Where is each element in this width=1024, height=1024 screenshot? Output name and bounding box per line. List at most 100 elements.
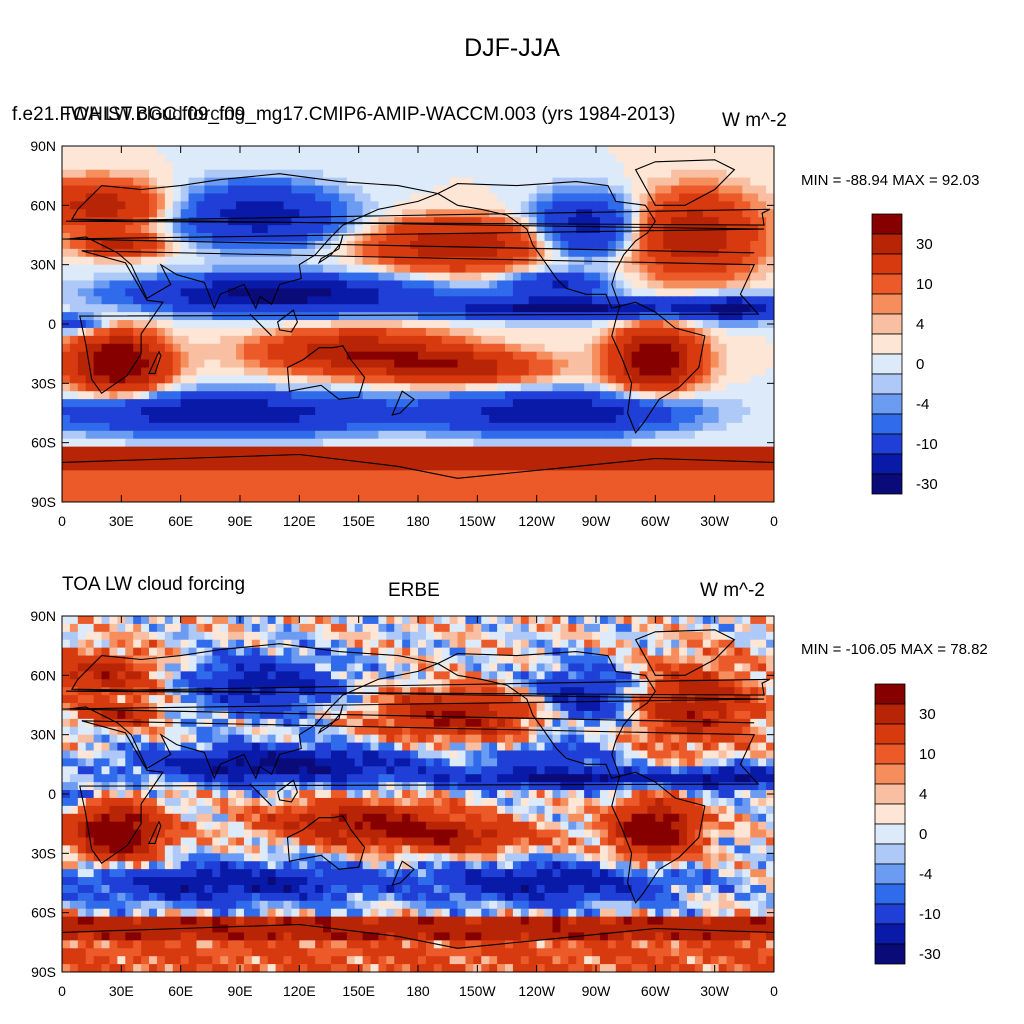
x-tick-label: 30E — [109, 513, 134, 529]
field-cell — [497, 375, 506, 384]
field-cell — [220, 623, 229, 633]
field-cell — [702, 240, 712, 250]
field-cell — [647, 177, 656, 187]
field-cell — [718, 663, 728, 672]
field-cell — [734, 391, 743, 400]
field-cell — [386, 367, 395, 377]
field-cell — [536, 655, 546, 665]
field-cell — [156, 177, 166, 187]
field-cell — [623, 639, 633, 649]
field-cell — [663, 616, 672, 625]
field-cell — [584, 359, 593, 369]
field-cell — [283, 478, 293, 487]
field-cell — [512, 391, 522, 400]
field-cell — [180, 494, 190, 502]
field-cell — [141, 153, 150, 163]
field-cell — [93, 280, 103, 289]
field-cell — [592, 343, 601, 353]
field-cell — [196, 335, 205, 345]
field-cell — [560, 486, 569, 495]
field-cell — [299, 201, 308, 210]
field-cell — [267, 288, 277, 297]
field-cell — [156, 146, 166, 155]
field-cell — [188, 446, 198, 456]
panel2-field — [62, 616, 774, 972]
field-cell — [125, 193, 134, 202]
field-cell — [671, 470, 680, 479]
field-cell — [734, 217, 743, 226]
field-cell — [750, 161, 759, 171]
field-cell — [639, 359, 649, 369]
coastline — [317, 234, 344, 265]
field-cell — [172, 351, 182, 361]
field-cell — [615, 312, 625, 321]
field-cell — [655, 623, 664, 633]
field-cell — [402, 193, 411, 202]
field-cell — [386, 422, 395, 432]
field-cell — [330, 462, 340, 471]
field-cell — [220, 391, 229, 400]
field-cell — [694, 161, 704, 171]
field-cell — [505, 391, 514, 400]
field-cell — [536, 296, 546, 305]
field-cell — [149, 422, 158, 432]
field-cell — [686, 623, 696, 633]
field-cell — [568, 470, 577, 479]
field-cell — [766, 280, 774, 289]
field-cell — [702, 312, 712, 321]
field-cell — [536, 478, 546, 487]
field-cell — [615, 407, 625, 416]
field-cell — [528, 217, 538, 226]
field-cell — [655, 359, 664, 369]
field-cell — [528, 623, 538, 633]
field-cell — [370, 209, 380, 218]
field-cell — [726, 391, 736, 400]
field-cell — [172, 320, 182, 329]
field-cell — [528, 470, 538, 479]
field-cell — [512, 359, 522, 369]
field-cell — [425, 422, 435, 432]
field-cell — [560, 414, 569, 424]
field-cell — [330, 343, 340, 353]
field-cell — [267, 343, 277, 353]
field-cell — [639, 454, 649, 464]
field-cell — [552, 631, 561, 641]
field-cell — [315, 177, 324, 187]
field-cell — [251, 240, 261, 250]
field-cell — [655, 679, 664, 688]
field-cell — [505, 647, 514, 657]
field-cell — [77, 407, 87, 416]
field-cell — [441, 399, 451, 408]
field-cell — [734, 248, 743, 258]
field-cell — [663, 655, 672, 665]
field-cell — [275, 383, 285, 392]
field-cell — [489, 422, 498, 432]
field-cell — [489, 343, 498, 353]
field-cell — [742, 616, 751, 625]
field-cell — [599, 414, 609, 424]
field-cell — [212, 655, 221, 665]
field-cell — [607, 616, 617, 625]
field-cell — [62, 153, 71, 163]
field-cell — [512, 335, 522, 345]
field-cell — [109, 327, 118, 337]
field-cell — [473, 327, 482, 337]
field-cell — [338, 153, 348, 163]
field-cell — [671, 462, 680, 471]
field-cell — [607, 351, 617, 361]
field-cell — [323, 177, 332, 187]
field-cell — [101, 248, 111, 258]
field-cell — [639, 486, 649, 495]
field-cell — [655, 272, 664, 282]
field-cell — [283, 631, 293, 641]
field-cell — [552, 248, 561, 258]
field-cell — [560, 359, 569, 369]
field-cell — [283, 671, 293, 680]
field-cell — [251, 248, 261, 258]
field-cell — [481, 422, 490, 432]
field-cell — [62, 446, 71, 456]
field-cell — [267, 655, 277, 665]
field-cell — [85, 256, 95, 266]
field-cell — [702, 454, 712, 464]
field-cell — [338, 146, 348, 155]
